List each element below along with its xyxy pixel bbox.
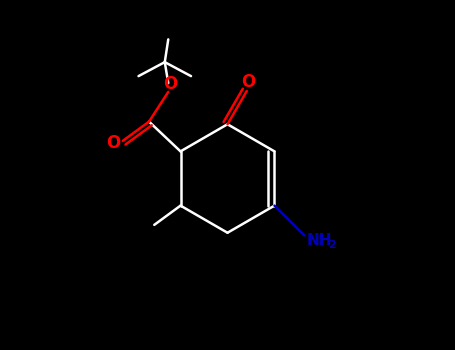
Text: O: O	[241, 73, 256, 91]
Text: O: O	[163, 75, 177, 93]
Text: NH: NH	[307, 233, 333, 248]
Text: O: O	[106, 134, 120, 152]
Text: 2: 2	[328, 240, 335, 250]
